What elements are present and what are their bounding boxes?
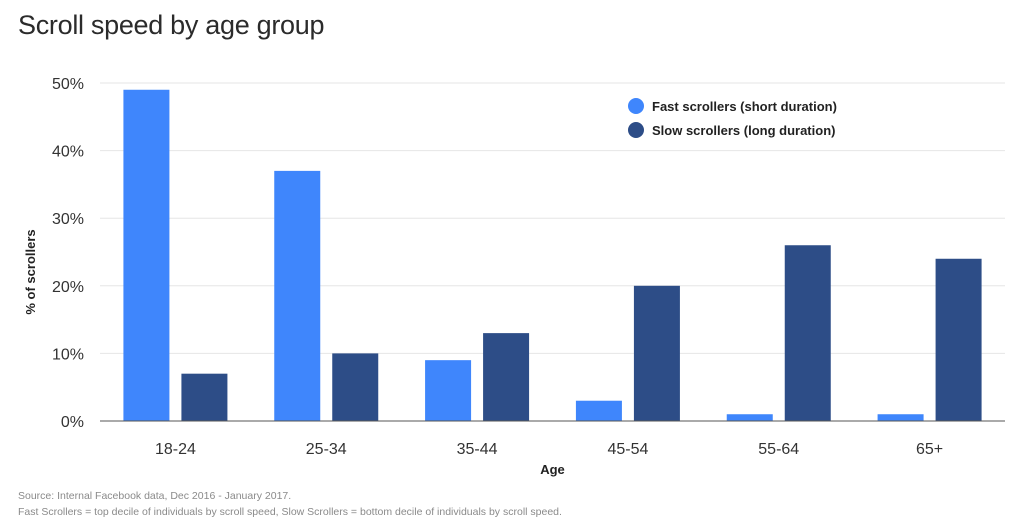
x-tick-label: 65+: [916, 441, 943, 458]
bar-fast: [726, 414, 773, 421]
y-tick-label: 20%: [52, 279, 84, 296]
x-axis-title: Age: [540, 462, 565, 477]
y-tick-label: 40%: [52, 144, 84, 161]
legend-marker-fast: [628, 98, 644, 114]
bar-slow: [784, 245, 831, 421]
bar-fast: [425, 360, 472, 421]
y-tick-label: 0%: [61, 414, 84, 431]
legend-label: Slow scrollers (long duration): [652, 123, 835, 138]
bar-fast: [575, 400, 622, 421]
y-tick-label: 30%: [52, 211, 84, 228]
footnotes: Source: Internal Facebook data, Dec 2016…: [18, 488, 562, 520]
legend-label: Fast scrollers (short duration): [652, 99, 837, 114]
chart-title: Scroll speed by age group: [18, 10, 325, 40]
x-tick-label: 25-34: [306, 441, 347, 458]
x-tick-label: 35-44: [457, 441, 498, 458]
bars: [123, 89, 982, 421]
definition-note: Fast Scrollers = top decile of individua…: [18, 506, 562, 518]
x-tick-label: 45-54: [607, 441, 648, 458]
bar-slow: [181, 373, 228, 421]
x-tick-label: 55-64: [758, 441, 799, 458]
y-axis-title: % of scrollers: [23, 229, 38, 314]
bar-fast: [123, 89, 170, 421]
bar-fast: [274, 170, 321, 421]
y-tick-label: 10%: [52, 346, 84, 363]
source-note: Source: Internal Facebook data, Dec 2016…: [18, 490, 292, 502]
legend: Fast scrollers (short duration) Slow scro…: [628, 98, 837, 138]
bar-slow: [332, 353, 379, 421]
x-tick-label: 18-24: [155, 441, 196, 458]
bar-slow: [935, 258, 982, 421]
bar-fast: [877, 414, 924, 421]
y-tick-label: 50%: [52, 76, 84, 93]
legend-marker-slow: [628, 122, 644, 138]
axes: 0% 10% 20% 30% 40% 50% 18-24 25-34 35-44 45-54 55-…: [23, 76, 1005, 477]
gridlines: [100, 82, 1005, 354]
bar-slow: [483, 333, 530, 421]
bar-slow: [633, 285, 680, 421]
